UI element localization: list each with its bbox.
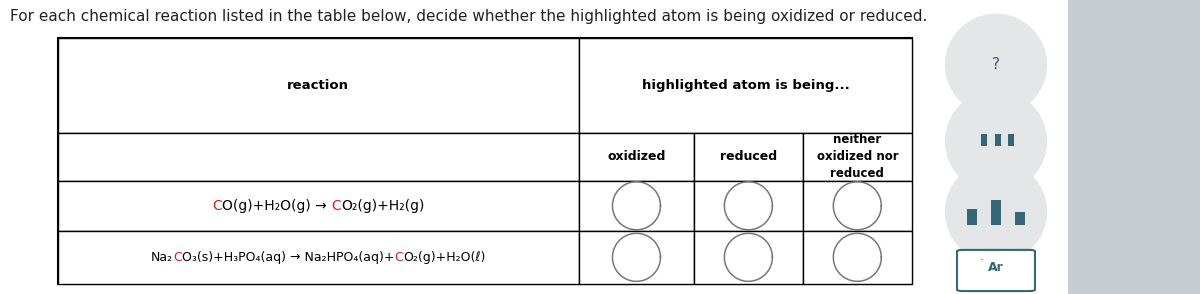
Bar xyxy=(991,200,1001,225)
Bar xyxy=(578,231,694,284)
FancyBboxPatch shape xyxy=(958,250,1034,291)
Bar xyxy=(1008,133,1014,139)
Bar xyxy=(1015,212,1026,225)
Text: C: C xyxy=(395,251,403,264)
Bar xyxy=(58,133,578,181)
Text: Na₂: Na₂ xyxy=(151,251,173,264)
Bar xyxy=(578,38,912,133)
Text: ··: ·· xyxy=(979,257,984,263)
Polygon shape xyxy=(946,14,1046,115)
Text: For each chemical reaction listed in the table below, decide whether the highlig: For each chemical reaction listed in the… xyxy=(10,9,926,24)
Text: C: C xyxy=(212,199,222,213)
Polygon shape xyxy=(946,91,1046,191)
Bar xyxy=(694,133,803,181)
Bar xyxy=(694,181,803,231)
Bar xyxy=(803,133,912,181)
Polygon shape xyxy=(946,161,1046,262)
Bar xyxy=(578,133,694,181)
Text: O₂(g)+H₂(g): O₂(g)+H₂(g) xyxy=(341,199,424,213)
Text: O(g)+H₂O(g) →: O(g)+H₂O(g) → xyxy=(222,199,331,213)
Bar xyxy=(1008,140,1014,146)
Bar xyxy=(58,181,578,231)
Text: ?: ? xyxy=(992,57,1000,72)
Bar xyxy=(803,181,912,231)
Bar xyxy=(1008,137,1014,143)
Bar xyxy=(982,140,988,146)
Text: reaction: reaction xyxy=(287,79,349,92)
Text: C: C xyxy=(173,251,182,264)
Text: Ar: Ar xyxy=(988,261,1004,274)
Bar xyxy=(982,133,988,139)
Bar xyxy=(1068,0,1200,294)
Bar xyxy=(995,140,1001,146)
Text: O₂(g)+H₂O(ℓ): O₂(g)+H₂O(ℓ) xyxy=(403,251,486,264)
Bar xyxy=(967,209,977,225)
Bar xyxy=(982,137,988,143)
Bar xyxy=(995,133,1001,139)
Bar xyxy=(995,137,1001,143)
Text: neither
oxidized nor
reduced: neither oxidized nor reduced xyxy=(816,133,898,180)
Text: reduced: reduced xyxy=(720,150,776,163)
Bar xyxy=(58,231,578,284)
Text: oxidized: oxidized xyxy=(607,150,666,163)
Bar xyxy=(58,38,912,284)
Bar xyxy=(694,231,803,284)
Bar xyxy=(578,181,694,231)
Text: C: C xyxy=(331,199,341,213)
Bar xyxy=(58,38,578,133)
Bar xyxy=(803,231,912,284)
Text: O₃(s)+H₃PO₄(aq) → Na₂HPO₄(aq)+: O₃(s)+H₃PO₄(aq) → Na₂HPO₄(aq)+ xyxy=(182,251,395,264)
Text: highlighted atom is being...: highlighted atom is being... xyxy=(642,79,850,92)
